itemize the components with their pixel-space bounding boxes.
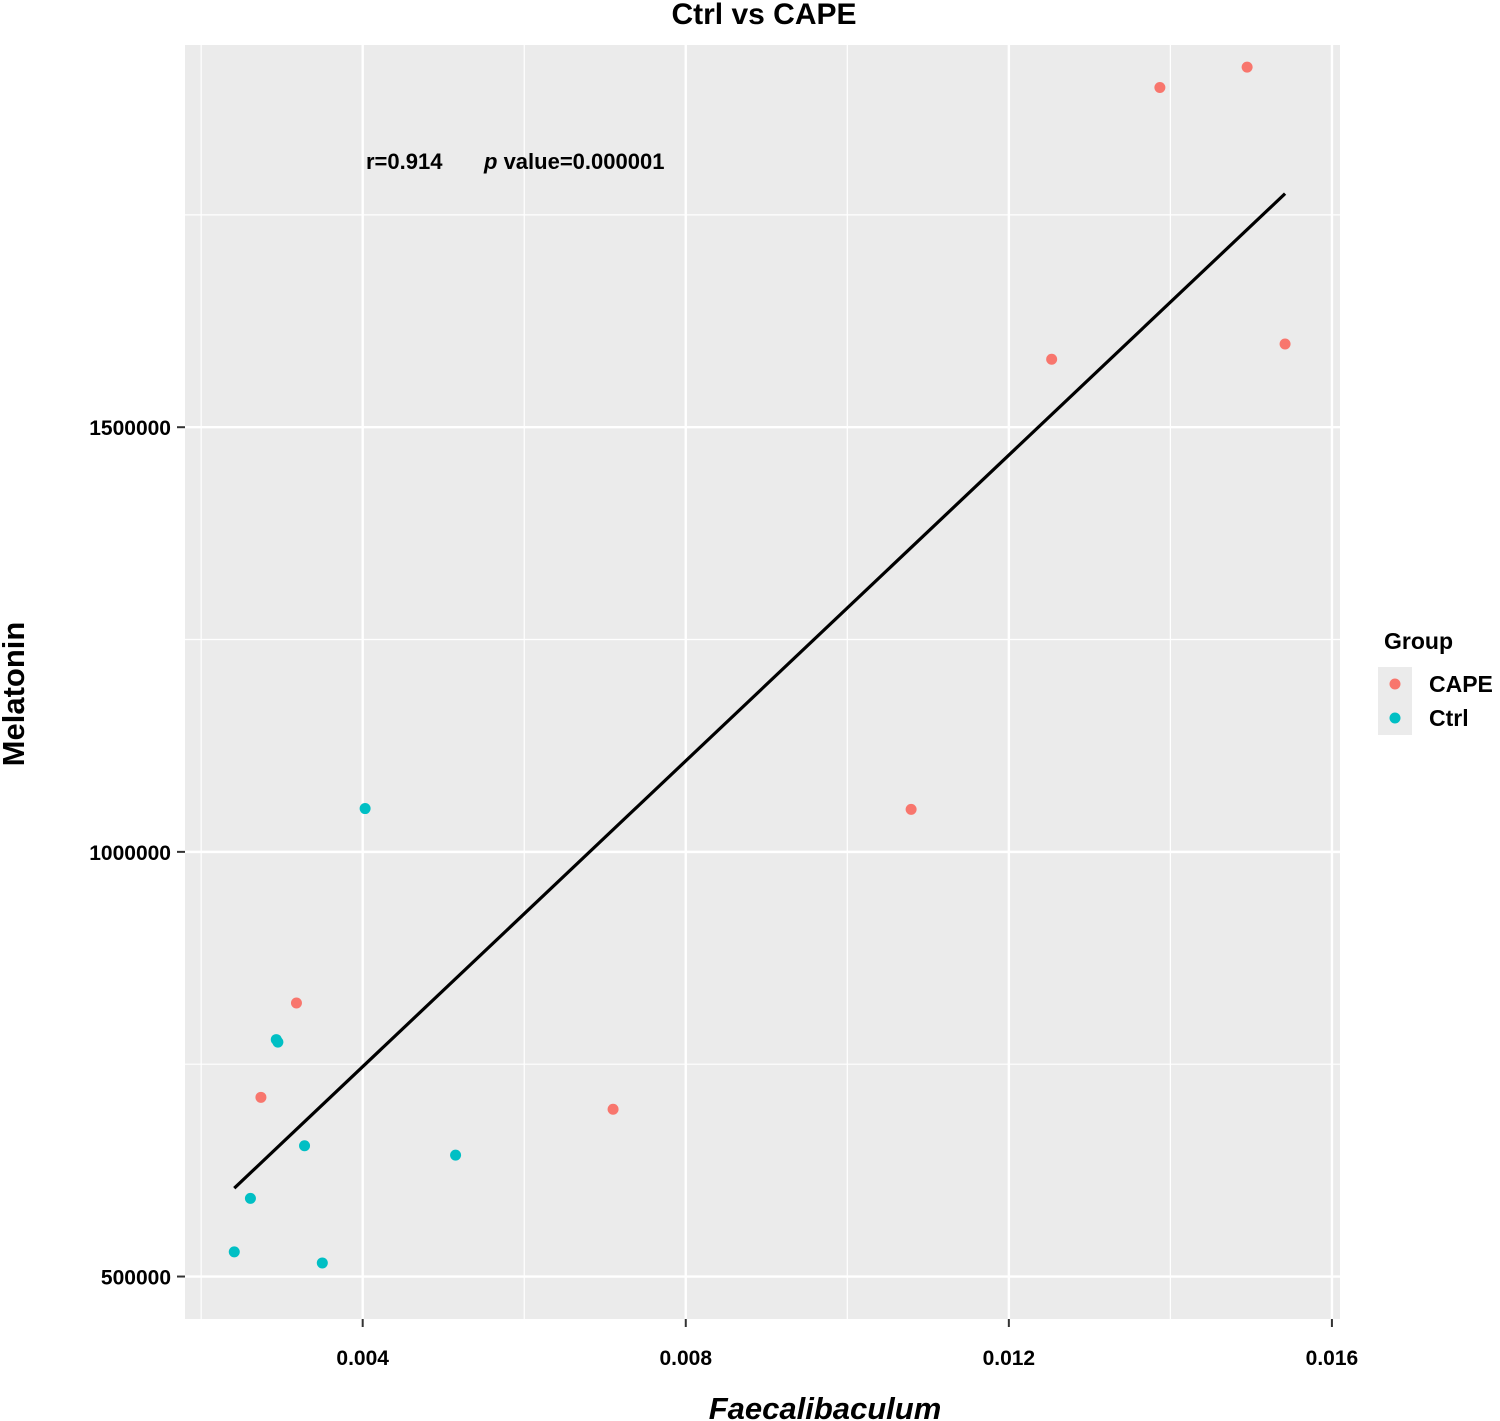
x-tick-label: 0.008	[659, 1347, 712, 1370]
legend-key-ctrl	[1389, 712, 1401, 724]
x-axis-title: Faecalibaculum	[709, 1391, 942, 1421]
data-points	[228, 61, 1291, 1269]
r-value-text: r=0.914	[366, 149, 443, 174]
svg-text:p value=0.000001: p value=0.000001	[483, 149, 664, 174]
minor-grid	[185, 45, 1340, 1319]
y-tick-label: 1500000	[89, 417, 171, 440]
y-tick-label: 500000	[101, 1267, 171, 1290]
data-point-cape	[1154, 81, 1166, 93]
data-point-cape	[607, 1103, 619, 1115]
legend-label-ctrl: Ctrl	[1429, 705, 1469, 731]
data-point-cape	[290, 997, 302, 1009]
data-point-ctrl	[272, 1036, 284, 1048]
y-axis: 500000 1000000 1500000	[89, 417, 185, 1290]
regression-line	[233, 192, 1287, 1190]
x-tick-label: 0.004	[336, 1347, 389, 1370]
data-point-ctrl	[244, 1192, 256, 1204]
p-value-text: value=0.000001	[497, 149, 664, 174]
data-point-cape	[1279, 338, 1291, 350]
x-tick-label: 0.016	[1306, 1347, 1359, 1370]
legend-key-cape	[1389, 678, 1401, 690]
data-point-cape	[1046, 353, 1058, 365]
chart-title: Ctrl vs CAPE	[671, 0, 856, 31]
y-axis-title: Melatonin	[0, 622, 31, 767]
legend-title: Group	[1384, 628, 1453, 654]
x-axis: 0.004 0.008 0.012 0.016	[336, 1319, 1358, 1370]
data-point-ctrl	[450, 1149, 462, 1161]
legend-key-bg	[1378, 667, 1412, 735]
data-point-cape	[1241, 61, 1253, 73]
legend: Group CAPE Ctrl	[1378, 628, 1493, 735]
svg-text:r=0.914: r=0.914	[366, 149, 443, 174]
data-point-ctrl	[228, 1246, 240, 1258]
p-italic-text: p	[483, 149, 497, 174]
data-point-ctrl	[299, 1140, 311, 1152]
correlation-annotation: r=0.914 p value=0.000001	[366, 149, 664, 174]
data-point-ctrl	[359, 803, 371, 815]
legend-label-cape: CAPE	[1429, 671, 1493, 697]
plot-panel	[185, 45, 1340, 1319]
data-point-cape	[255, 1091, 267, 1103]
x-tick-label: 0.012	[983, 1347, 1036, 1370]
major-grid	[185, 45, 1340, 1319]
data-point-cape	[905, 803, 917, 815]
y-tick-label: 1000000	[89, 842, 171, 865]
data-point-ctrl	[316, 1257, 328, 1269]
